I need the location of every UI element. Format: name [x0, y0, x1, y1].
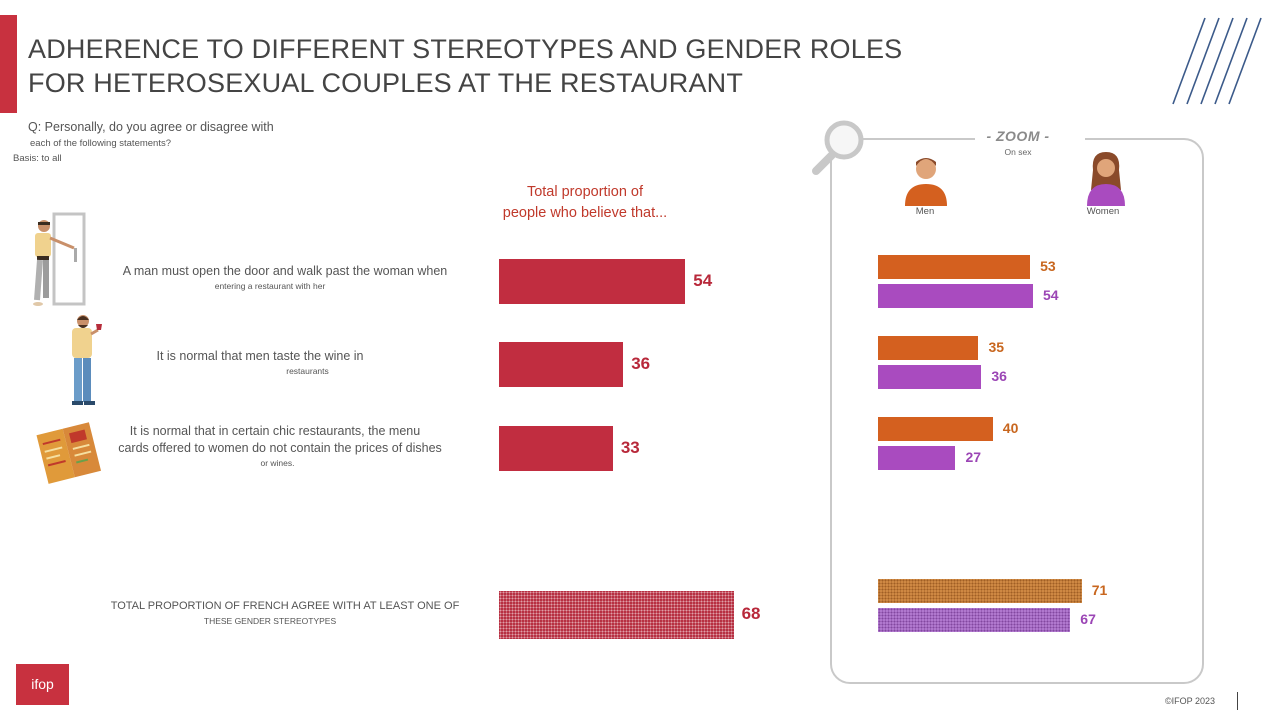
bar-value-label: 54: [693, 270, 713, 290]
women-bar: [878, 608, 1071, 632]
magnifier-icon: [812, 120, 864, 175]
statement-3-text: It is normal that in certain chic restau…: [129, 424, 421, 438]
men-value-label: 53: [1040, 258, 1056, 274]
statement-1: A man must open the door and walk past t…: [95, 264, 475, 291]
men-bar: [878, 336, 979, 360]
basis-note: Basis: to all: [13, 153, 62, 164]
total-statement-text: TOTAL PROPORTION OF FRENCH AGREE WITH AT…: [110, 600, 460, 612]
men-value-label: 35: [988, 339, 1005, 355]
statement-1-subtext: entering a restaurant with her: [214, 281, 326, 291]
women-bar: [878, 446, 956, 470]
bar-value-label: 36: [631, 353, 651, 373]
women-value-label: 67: [1080, 611, 1096, 627]
bar-value-label: 33: [620, 437, 640, 457]
women-value-label: 27: [965, 449, 982, 465]
page-title: ADHERENCE TO DIFFERENT STEREOTYPES AND G…: [28, 32, 902, 100]
woman-avatar-icon: [1087, 152, 1125, 206]
women-bar: [878, 365, 982, 389]
statement-1-text: A man must open the door and walk past t…: [122, 264, 448, 278]
decorative-stripes-icon: [1172, 17, 1262, 105]
bar-value-label: 68: [741, 604, 761, 623]
women-value-label: 54: [1042, 287, 1059, 303]
menu-card-icon: [36, 422, 102, 484]
column-header: Total proportion of people who believe t…: [470, 182, 700, 224]
question-text-line-2: each of the following statements?: [30, 138, 172, 149]
footer-separator: [1237, 692, 1238, 710]
zoom-title: - ZOOM -: [986, 128, 1050, 144]
men-value-label: 71: [1091, 582, 1108, 598]
women-bar: [878, 284, 1033, 308]
men-bar: [878, 579, 1082, 603]
statement-3-text-line-2: cards offered to women do not contain th…: [118, 441, 442, 455]
men-bar: [878, 255, 1031, 279]
man-opening-door-icon: [33, 212, 86, 306]
total-proportion-bar: [499, 426, 613, 471]
women-value-label: 36: [991, 368, 1007, 384]
legend-women: Women: [1086, 206, 1120, 217]
man-avatar-icon: [905, 158, 947, 206]
zoom-subtitle: On sex: [1004, 147, 1032, 157]
statement-2-subtext: restaurants: [286, 366, 329, 376]
legend-men: Men: [915, 206, 935, 217]
total-statement: TOTAL PROPORTION OF FRENCH AGREE WITH AT…: [95, 600, 475, 626]
title-line-1: ADHERENCE TO DIFFERENT STEREOTYPES AND G…: [28, 34, 903, 64]
copyright: ©IFOP 2023: [1165, 696, 1215, 706]
men-bar: [878, 417, 993, 441]
accent-strip: [0, 15, 17, 113]
total-proportion-bar: [499, 342, 624, 387]
total-bar: [499, 591, 734, 639]
statement-3: It is normal that in certain chic restau…: [100, 424, 460, 468]
zoom-label-background: [975, 126, 1085, 156]
men-value-label: 40: [1002, 420, 1019, 436]
column-header-line-1: Total proportion of: [526, 184, 644, 200]
man-tasting-wine-icon: [72, 315, 102, 405]
statement-2-text: It is normal that men taste the wine in: [156, 349, 364, 363]
ifop-logo: ifop: [16, 664, 69, 705]
question-text: Q: Personally, do you agree or disagree …: [28, 120, 274, 134]
total-proportion-bar: [499, 259, 686, 304]
title-line-2: FOR HETEROSEXUAL COUPLES AT THE RESTAURA…: [28, 68, 744, 98]
statement-3-subtext: or wines.: [260, 458, 295, 468]
statement-2: It is normal that men taste the wine in …: [130, 349, 390, 376]
column-header-line-2: people who believe that...: [502, 205, 668, 221]
total-statement-subtext: THESE GENDER STEREOTYPES: [203, 616, 337, 626]
